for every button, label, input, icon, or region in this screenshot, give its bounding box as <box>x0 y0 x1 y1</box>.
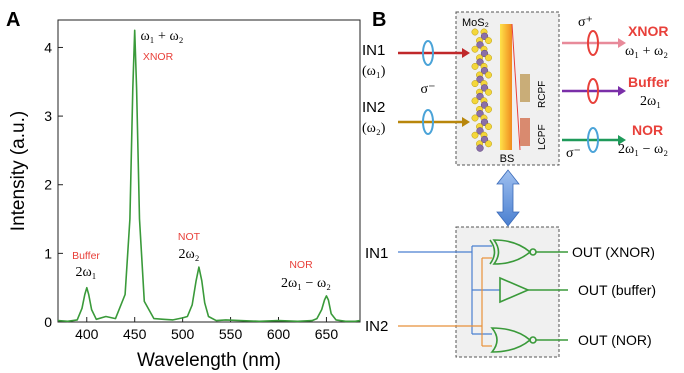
x-tick-label: 550 <box>219 326 243 342</box>
sulfur-atom <box>485 37 492 45</box>
out-buffer-freq: 2ω₁ <box>640 94 661 109</box>
y-tick-label: 1 <box>44 245 52 261</box>
lcpf-filter <box>520 118 530 146</box>
y-tick-label: 4 <box>44 39 52 55</box>
rcpf-label: RCPF <box>537 81 548 108</box>
sulfur-atom <box>471 28 479 36</box>
logic-wires <box>398 245 500 347</box>
molybdenum-atom <box>476 41 484 49</box>
annot-buffer-freq: 2ω₁ <box>75 265 96 280</box>
x-tick-label: 600 <box>267 326 291 342</box>
annot-nor-freq: 2ω₁ − ω₂ <box>281 276 331 291</box>
molybdenum-atom <box>476 58 484 66</box>
logic-in2-label: IN2 <box>365 318 388 335</box>
molybdenum-atom <box>476 144 484 152</box>
in1-label: IN1 <box>362 42 385 59</box>
mos2-lattice <box>471 28 492 152</box>
spectrum-line <box>57 29 361 323</box>
sigma-plus-output: σ⁺ <box>578 15 593 30</box>
out-nor-ring <box>587 127 599 153</box>
double-arrow-icon <box>496 169 520 227</box>
annot-not-freq: 2ω₂ <box>178 247 199 262</box>
sulfur-atom <box>471 131 479 139</box>
lcpf-label: LCPF <box>537 124 548 150</box>
in2-label: IN2 <box>362 99 385 116</box>
logic-box <box>455 226 560 358</box>
molybdenum-atom <box>480 49 489 58</box>
molybdenum-atom <box>476 127 484 135</box>
annot-xnor-gate: XNOR <box>143 51 174 63</box>
annot-nor-gate: NOR <box>289 259 313 271</box>
mos2-label: MoS₂ <box>462 17 489 29</box>
annot-buffer-gate: Buffer <box>72 250 100 262</box>
in2-polarization-ring <box>422 109 434 135</box>
y-axis-ticks: 0 1 2 3 4 <box>44 39 63 330</box>
logic-out-nor: OUT (NOR) <box>578 332 652 348</box>
molybdenum-atom <box>480 32 489 40</box>
sulfur-atom <box>471 80 479 88</box>
molybdenum-atom <box>476 92 484 101</box>
beam-splitter-edge <box>511 23 521 151</box>
bs-label: BS <box>500 153 515 165</box>
molybdenum-atom <box>480 67 489 75</box>
out-xnor-arrowhead <box>618 38 626 48</box>
logic-out-xnor: OUT (XNOR) <box>572 244 655 260</box>
sulfur-atom <box>471 114 479 122</box>
sulfur-atom <box>485 105 492 113</box>
plot-frame <box>57 19 361 323</box>
out-buffer-arrowhead <box>618 86 626 96</box>
out-xnor-freq: ω₁ + ω₂ <box>625 44 668 59</box>
out-xnor-gate: XNOR <box>628 23 668 39</box>
spectrum-chart: 0 1 2 3 4 400 450 500 550 600 650 Intensity (a.u.… <box>8 19 361 371</box>
molybdenum-atom <box>480 101 489 109</box>
x-tick-label: 650 <box>315 326 339 342</box>
out-nor-freq: 2ω₁ − ω₂ <box>618 142 668 157</box>
molybdenum-atom <box>480 84 489 92</box>
in1-beam-arrowhead <box>462 48 470 58</box>
y-tick-label: 3 <box>44 108 52 124</box>
in2-beam-arrowhead <box>462 117 470 127</box>
nor-gate-icon <box>490 327 568 353</box>
x-axis-label: Wavelength (nm) <box>137 350 281 371</box>
panel-a-label: A <box>6 9 20 31</box>
rcpf-filter <box>520 74 530 102</box>
sulfur-atom <box>471 62 479 70</box>
beam-splitter <box>500 24 512 150</box>
y-tick-label: 2 <box>44 177 52 193</box>
y-axis-label: Intensity (a.u.) <box>8 111 29 231</box>
y-tick-label: 0 <box>44 314 52 330</box>
molybdenum-atom <box>476 110 484 118</box>
molybdenum-atom <box>480 118 489 126</box>
out-buffer-ring <box>587 78 599 104</box>
xnor-gate-icon <box>489 239 568 265</box>
logic-in1-label: IN1 <box>365 245 388 262</box>
in2-freq: (ω₂) <box>362 121 386 136</box>
buffer-gate-icon <box>499 276 568 304</box>
x-tick-label: 450 <box>123 326 147 342</box>
in1-freq: (ω₁) <box>362 64 386 79</box>
sulfur-atom <box>485 71 492 79</box>
out-xnor-ring <box>587 30 599 56</box>
sulfur-atom <box>485 88 492 96</box>
x-tick-label: 500 <box>171 326 195 342</box>
in1-polarization-ring <box>422 40 434 66</box>
sulfur-atom <box>471 45 479 53</box>
logic-out-buffer: OUT (buffer) <box>578 282 656 298</box>
sigma-minus-output: σ⁻ <box>566 146 581 161</box>
sulfur-atom <box>485 123 492 131</box>
out-nor-gate: NOR <box>632 122 663 138</box>
annot-not-gate: NOT <box>178 231 201 243</box>
molybdenum-atom <box>480 135 489 144</box>
x-tick-label: 400 <box>75 326 99 342</box>
annot-xnor-freq: ω₁ + ω₂ <box>140 29 183 44</box>
sulfur-atom <box>471 97 479 105</box>
sulfur-atom <box>485 140 492 148</box>
sigma-minus-input: σ⁻ <box>421 82 436 97</box>
molybdenum-atom <box>476 75 484 83</box>
out-nor-arrowhead <box>618 135 626 145</box>
panel-b-label: B <box>372 9 386 31</box>
out-buffer-gate: Buffer <box>628 74 670 90</box>
sulfur-atom <box>485 54 492 62</box>
